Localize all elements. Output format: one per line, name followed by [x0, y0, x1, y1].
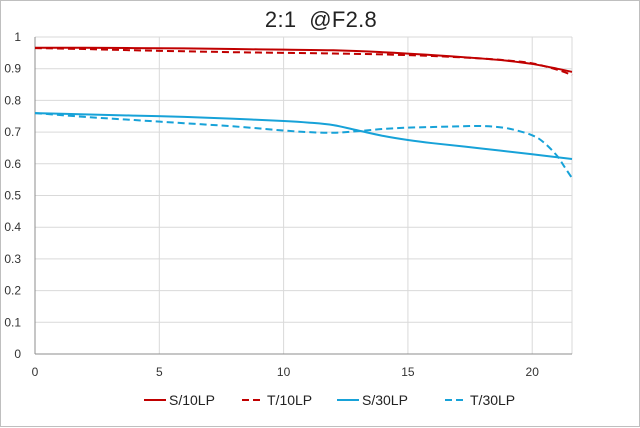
- y-tick-label: 0.3: [4, 252, 21, 266]
- legend-label: S/10LP: [169, 392, 215, 408]
- x-tick-label: 0: [32, 365, 39, 379]
- chart-title: 2:1 @F2.8: [264, 7, 378, 32]
- series-line-t-30lp: [34, 112, 573, 179]
- series-layer: [34, 46, 573, 179]
- y-tick-label: 0.6: [4, 157, 21, 171]
- x-tick-label: 5: [156, 365, 163, 379]
- series-line-s-30lp: [34, 112, 573, 161]
- x-tick-label: 20: [526, 365, 540, 379]
- y-tick-label: 0.2: [4, 284, 21, 298]
- legend-label: T/10LP: [267, 392, 312, 408]
- series-line-t-10lp: [34, 47, 573, 76]
- y-tick-label: 1: [14, 30, 21, 44]
- axis-layer: 00.10.20.30.40.50.60.70.80.910 5 10 15 20: [4, 30, 572, 379]
- y-tick-label: 0.1: [4, 315, 21, 329]
- y-tick-label: 0.4: [4, 220, 21, 234]
- y-tick-label: 0: [14, 347, 21, 361]
- legend-label: T/30LP: [470, 392, 515, 408]
- grid-layer: [34, 36, 573, 355]
- x-tick-label: 15: [401, 365, 415, 379]
- legend: S/10LP T/10LP S/30LP T/30LP: [144, 392, 515, 408]
- y-tick-label: 0.5: [4, 189, 21, 203]
- x-tick-label: 10: [277, 365, 291, 379]
- y-tick-label: 0.8: [4, 93, 21, 107]
- y-tick-label: 0.9: [4, 62, 21, 76]
- y-tick-label: 0.7: [4, 125, 21, 139]
- legend-label: S/30LP: [362, 392, 408, 408]
